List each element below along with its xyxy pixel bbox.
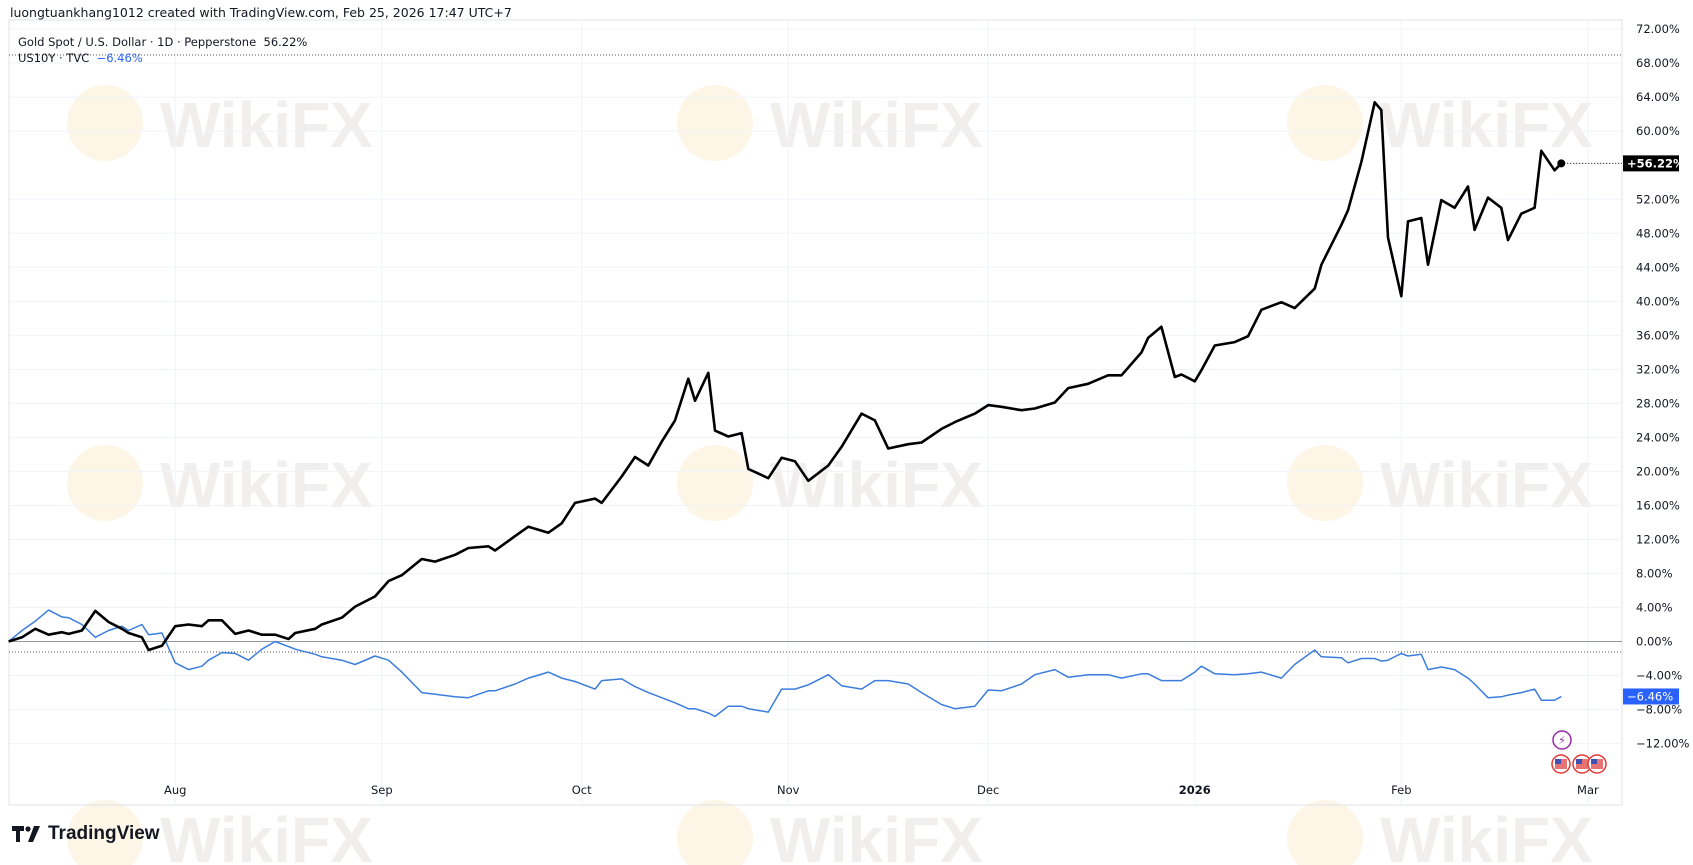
tradingview-logo[interactable]: TradingView [12, 823, 160, 845]
legend: Gold Spot / U.S. Dollar · 1D · Peppersto… [18, 34, 307, 66]
last-value-label: +56.22% [1627, 156, 1685, 170]
watermark-logo-icon [1287, 800, 1363, 865]
us10y-series-line[interactable] [8, 609, 1562, 718]
watermark-text: WikiFX [1380, 449, 1593, 521]
watermark-text: WikiFX [160, 89, 373, 161]
series-lines [8, 101, 1566, 718]
chart-header: luongtuankhang1012 created with TradingV… [10, 5, 512, 20]
y-tick-label: 12.00% [1636, 532, 1680, 546]
y-tick-label: 28.00% [1636, 396, 1680, 410]
x-tick-label: 2026 [1179, 783, 1211, 797]
y-tick-label: 24.00% [1636, 430, 1680, 444]
lightning-glyph: ⚡ [1558, 734, 1566, 747]
y-tick-label: 44.00% [1636, 260, 1680, 274]
y-tick-label: 48.00% [1636, 226, 1680, 240]
watermark-text: WikiFX [160, 449, 373, 521]
y-tick-label: 40.00% [1636, 294, 1680, 308]
flag-canton [1555, 759, 1561, 764]
y-tick-label: 68.00% [1636, 56, 1680, 70]
watermark-text: WikiFX [1380, 804, 1593, 865]
watermark-text: WikiFX [770, 89, 983, 161]
plot-frame [8, 19, 1623, 806]
time-axis[interactable]: Aug Sep Oct Nov Dec 2026 Feb Mar [164, 783, 1599, 797]
y-tick-label: 8.00% [1636, 566, 1673, 580]
y-tick-label: −12.00% [1636, 737, 1690, 751]
x-tick-label: Sep [371, 783, 393, 797]
x-tick-label: Dec [977, 783, 999, 797]
legend-series-gold[interactable]: Gold Spot / U.S. Dollar · 1D · Peppersto… [18, 35, 308, 49]
x-tick-label: Nov [777, 783, 800, 797]
flag-canton [1576, 759, 1582, 764]
y-tick-label: 32.00% [1636, 362, 1680, 376]
x-tick-label: Oct [572, 783, 592, 797]
price-axis[interactable]: 72.00% 68.00% 64.00% 60.00% 52.00% 48.00% 44.0… [1623, 22, 1690, 751]
watermark-logo-icon [1287, 85, 1363, 161]
y-tick-label: 0.00% [1636, 635, 1673, 649]
y-tick-label: 60.00% [1636, 124, 1680, 138]
flag-canton [1591, 759, 1597, 764]
y-tick-label: 36.00% [1636, 328, 1680, 342]
last-value-label: −6.46% [1627, 689, 1673, 703]
x-tick-label: Feb [1391, 783, 1411, 797]
y-tick-label: 4.00% [1636, 601, 1673, 615]
watermark-text: WikiFX [770, 449, 983, 521]
y-tick-label: 72.00% [1636, 22, 1680, 36]
watermark-text: WikiFX [1380, 89, 1593, 161]
watermark-logo-icon [67, 800, 143, 865]
y-tick-label: 20.00% [1636, 464, 1680, 478]
reference-lines [9, 54, 1622, 653]
y-tick-label: −8.00% [1636, 703, 1682, 717]
watermark-text: WikiFX [160, 804, 373, 865]
us10y-last-value-badge [1623, 688, 1679, 705]
x-tick-label: Aug [164, 783, 186, 797]
lightning-event-icon[interactable] [1552, 730, 1572, 750]
y-tick-label: 16.00% [1636, 498, 1680, 512]
tradingview-logo-icon [12, 826, 40, 842]
gold-last-point [1557, 159, 1566, 168]
watermark-logo-icon [67, 85, 143, 161]
y-tick-label: 52.00% [1636, 192, 1680, 206]
watermark-logo-icon [677, 445, 753, 521]
watermark-logo-icon [677, 800, 753, 865]
event-markers[interactable]: ⚡ [1551, 730, 1607, 774]
gold-series-line[interactable] [8, 101, 1563, 652]
legend-series-us10y[interactable]: US10Y · TVC −6.46% [18, 51, 143, 65]
y-tick-label: 64.00% [1636, 90, 1680, 104]
watermark-layer: WikiFX WikiFX WikiFX WikiFX WikiFX WikiFX Wiki… [67, 85, 1593, 865]
watermark-logo-icon [1287, 445, 1363, 521]
watermark-text: WikiFX [770, 804, 983, 865]
watermark-logo-icon [67, 445, 143, 521]
watermark-logo-icon [677, 85, 753, 161]
gold-last-value-badge [1623, 155, 1679, 172]
x-tick-label: Mar [1577, 783, 1599, 797]
y-tick-label: −4.00% [1636, 669, 1682, 683]
